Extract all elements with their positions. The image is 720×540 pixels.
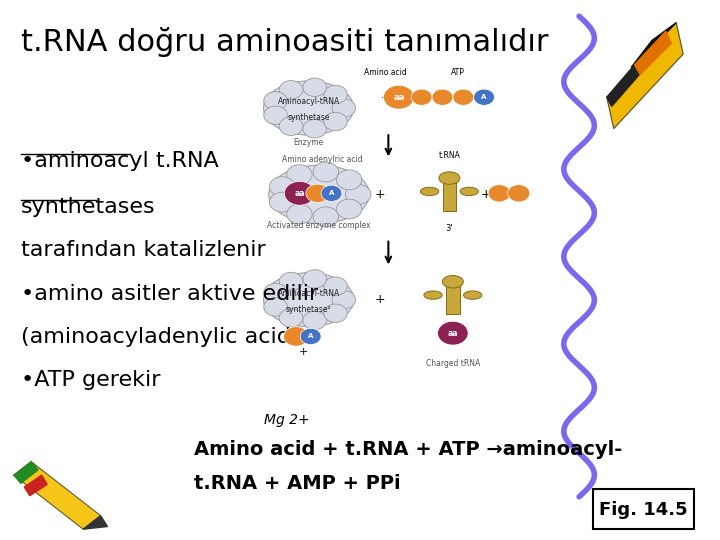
Text: t.RNA doğru aminoasiti tanımalıdır: t.RNA doğru aminoasiti tanımalıdır — [21, 27, 549, 57]
Text: +: + — [480, 188, 491, 201]
Text: •aminoacyl t.RNA: •aminoacyl t.RNA — [21, 151, 219, 171]
Circle shape — [332, 291, 356, 309]
Text: Charged tRNA: Charged tRNA — [426, 359, 480, 368]
Circle shape — [264, 106, 287, 124]
Text: 3': 3' — [446, 224, 453, 233]
Ellipse shape — [264, 81, 354, 135]
Ellipse shape — [420, 187, 438, 195]
Text: A: A — [308, 333, 313, 340]
Text: aa: aa — [448, 329, 458, 338]
Text: Aminoacyl-tRNA: Aminoacyl-tRNA — [277, 97, 340, 106]
Polygon shape — [607, 65, 639, 106]
Text: +: + — [381, 91, 392, 104]
Circle shape — [313, 207, 338, 227]
Circle shape — [264, 284, 287, 302]
Ellipse shape — [442, 275, 464, 288]
Text: +: + — [374, 293, 385, 306]
Text: t.RNA + AMP + PPi: t.RNA + AMP + PPi — [194, 474, 401, 492]
Circle shape — [303, 270, 326, 288]
Text: Amino acid: Amino acid — [364, 68, 406, 77]
Text: Fig. 14.5: Fig. 14.5 — [598, 501, 687, 519]
Bar — [446, 282, 460, 314]
Circle shape — [336, 199, 361, 219]
Circle shape — [284, 181, 315, 205]
Circle shape — [264, 298, 287, 316]
Circle shape — [336, 170, 361, 190]
Text: +: + — [374, 188, 385, 201]
Circle shape — [287, 204, 312, 224]
Circle shape — [300, 328, 321, 345]
Circle shape — [508, 185, 530, 202]
Ellipse shape — [269, 165, 369, 224]
Circle shape — [303, 78, 326, 97]
Circle shape — [324, 85, 347, 104]
Text: synthetase: synthetase — [287, 113, 330, 122]
Text: synthetases: synthetases — [21, 197, 156, 217]
Text: •amino asitler aktive edilir: •amino asitler aktive edilir — [21, 284, 318, 303]
Circle shape — [279, 117, 303, 136]
Ellipse shape — [424, 291, 442, 299]
Text: Enzyme: Enzyme — [294, 138, 324, 147]
Polygon shape — [631, 23, 676, 68]
Text: tarafından katalizlenir: tarafından katalizlenir — [21, 240, 266, 260]
Circle shape — [279, 309, 303, 327]
Circle shape — [269, 177, 295, 197]
Text: Activated enzyme complex: Activated enzyme complex — [267, 221, 371, 230]
Circle shape — [324, 277, 347, 295]
Polygon shape — [24, 475, 47, 496]
Text: Amino adenylric acid: Amino adenylric acid — [282, 155, 363, 164]
Circle shape — [287, 165, 312, 185]
Text: +: + — [299, 347, 308, 357]
Polygon shape — [14, 462, 101, 529]
Text: •ATP gerekir: •ATP gerekir — [21, 370, 161, 390]
Circle shape — [324, 304, 347, 322]
Text: Aminoacyl-tRNA: Aminoacyl-tRNA — [277, 289, 340, 298]
Polygon shape — [634, 31, 671, 75]
Polygon shape — [607, 23, 683, 129]
Text: ATP: ATP — [451, 68, 464, 77]
Text: Amino acid + t.RNA + ATP →aminoacyl-: Amino acid + t.RNA + ATP →aminoacyl- — [194, 440, 622, 459]
Circle shape — [488, 185, 510, 202]
Circle shape — [321, 185, 342, 201]
Circle shape — [313, 162, 338, 182]
Ellipse shape — [439, 172, 460, 184]
Text: +: + — [405, 91, 416, 104]
Text: aa: aa — [294, 189, 305, 198]
Circle shape — [303, 119, 326, 138]
Text: t.RNA: t.RNA — [438, 151, 460, 160]
Text: A: A — [329, 190, 334, 197]
Circle shape — [269, 192, 295, 212]
Polygon shape — [14, 462, 38, 483]
Circle shape — [303, 311, 326, 329]
Circle shape — [284, 327, 309, 346]
Circle shape — [324, 112, 347, 131]
Text: aa: aa — [393, 93, 405, 102]
Polygon shape — [84, 516, 107, 529]
Text: synthetase²: synthetase² — [286, 305, 331, 314]
Circle shape — [346, 185, 371, 204]
Text: Mg 2+: Mg 2+ — [264, 413, 309, 427]
Ellipse shape — [464, 291, 482, 299]
Circle shape — [474, 89, 495, 105]
Bar — [443, 178, 456, 211]
Ellipse shape — [264, 273, 354, 327]
Ellipse shape — [460, 187, 478, 195]
Circle shape — [438, 321, 468, 345]
Circle shape — [332, 99, 356, 117]
Circle shape — [453, 89, 474, 105]
Circle shape — [384, 85, 414, 109]
Circle shape — [279, 80, 303, 99]
Circle shape — [432, 89, 453, 105]
Text: A: A — [482, 94, 487, 100]
FancyBboxPatch shape — [593, 489, 693, 529]
Circle shape — [306, 184, 330, 202]
Circle shape — [279, 272, 303, 291]
Circle shape — [411, 89, 432, 105]
Circle shape — [264, 92, 287, 110]
Text: (aminoacyladenylic acid): (aminoacyladenylic acid) — [21, 327, 300, 347]
